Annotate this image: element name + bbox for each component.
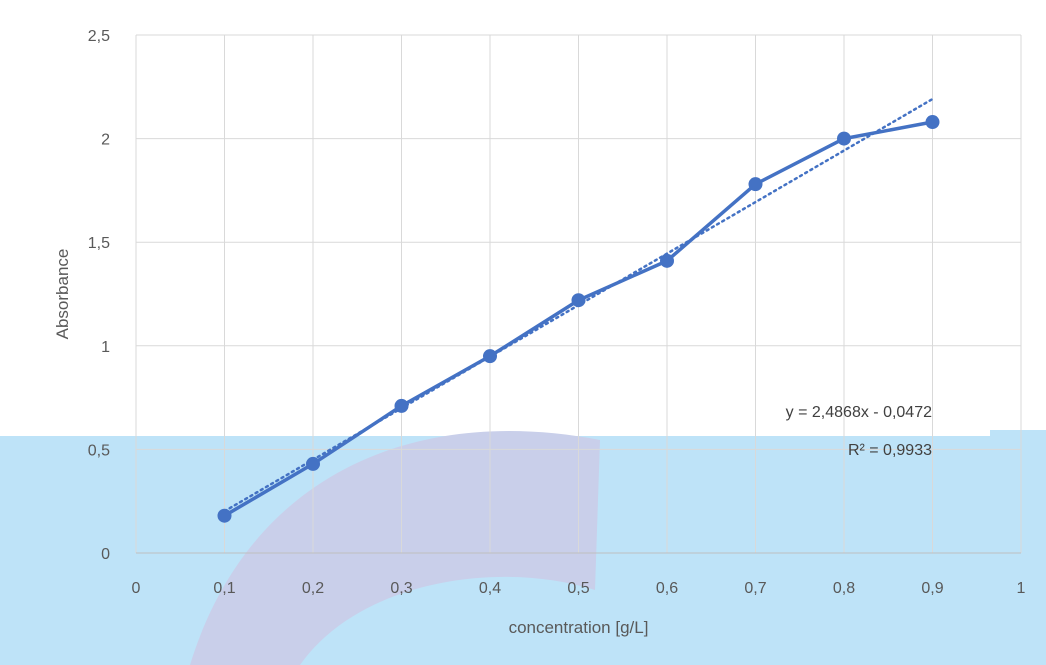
y-tick-label: 1 <box>101 339 110 356</box>
data-point <box>483 349 497 364</box>
data-point <box>837 131 851 146</box>
x-tick-label: 0,7 <box>744 580 766 597</box>
tick-labels: 0 0,1 0,2 0,3 0,4 0,5 0,6 0,7 0,8 0,9 1 0 0,5 1 1,5 2 2,… <box>88 28 1026 597</box>
data-point <box>748 177 763 192</box>
data-point <box>394 398 409 413</box>
x-tick-label: 0,8 <box>833 580 855 597</box>
data-point <box>571 293 586 308</box>
watermark-swoosh <box>190 430 600 665</box>
data-point <box>306 456 320 471</box>
watermark-bar <box>990 430 1046 665</box>
x-tick-label: 0,4 <box>479 580 501 597</box>
x-tick-label: 0 <box>132 580 141 597</box>
x-axis-title: concentration [g/L] <box>509 618 649 637</box>
series-layer <box>217 115 940 523</box>
trendline-equation: y = 2,4868x - 0,0472 <box>786 404 932 421</box>
trendline-r-squared: R² = 0,9933 <box>848 442 932 459</box>
y-axis-title: Absorbance <box>53 249 72 340</box>
x-tick-label: 0,2 <box>302 580 324 597</box>
x-tick-label: 0,1 <box>213 580 235 597</box>
y-tick-label: 0 <box>101 546 110 563</box>
x-tick-label: 0,9 <box>921 580 943 597</box>
data-point <box>660 253 674 268</box>
data-point <box>217 508 232 523</box>
y-tick-label: 1,5 <box>88 235 110 252</box>
x-tick-label: 0,3 <box>390 580 412 597</box>
x-tick-label: 0,6 <box>656 580 678 597</box>
x-tick-label: 0,5 <box>567 580 589 597</box>
y-tick-label: 2 <box>101 132 110 149</box>
y-tick-label: 2,5 <box>88 28 110 45</box>
x-tick-label: 1 <box>1017 580 1026 597</box>
data-point <box>925 115 940 130</box>
y-tick-label: 0,5 <box>88 442 110 459</box>
background-watermark <box>0 430 1046 665</box>
